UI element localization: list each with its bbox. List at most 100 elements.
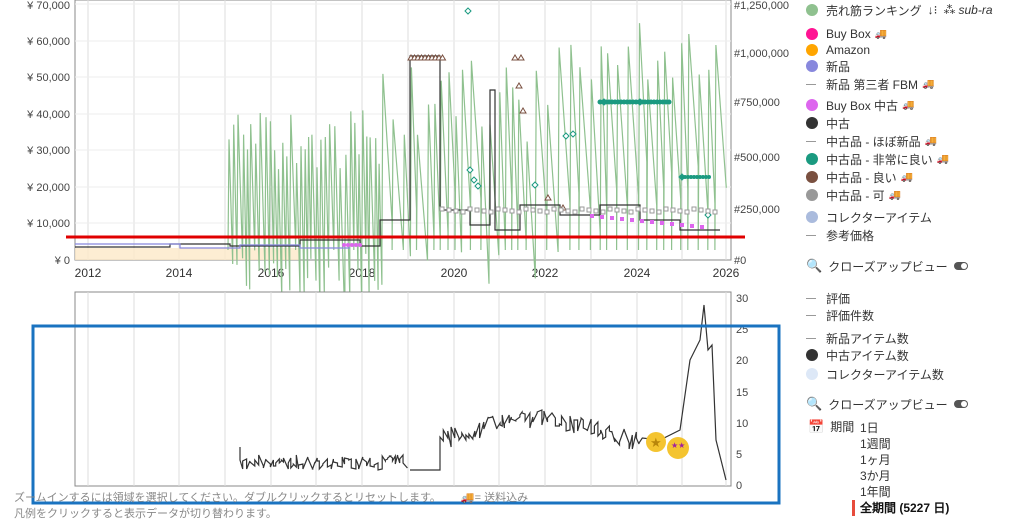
used-acceptable-marker [656, 209, 662, 215]
used-acceptable-marker [488, 209, 494, 215]
used-acceptable-marker [509, 208, 515, 214]
legend-used-very-good[interactable]: 中古品 - 非常に良い 🚚 [806, 151, 949, 167]
x-tick-2014: 2014 [166, 266, 193, 280]
legend-used-item-count[interactable]: 中古アイテム数 [806, 347, 909, 363]
used-acceptable-marker [523, 206, 529, 212]
y-tick-60000: ¥ 60,000 [26, 36, 70, 48]
used-good-label: 中古品 - 良い [826, 170, 897, 185]
used-very-good-marker [695, 175, 699, 179]
y-tick-10000: ¥ 10,000 [26, 218, 70, 230]
buy-box-used-label: Buy Box 中古 [826, 98, 899, 113]
rank-tick-500000: #500,000 [734, 152, 780, 164]
y-tick-50000: ¥ 50,000 [26, 72, 70, 84]
count-tick-5: 5 [736, 449, 742, 461]
toggle-switch-icon[interactable] [953, 262, 968, 270]
closeup-toggle-top[interactable]: 🔍 クローズアップビュー [806, 258, 968, 274]
buy-box-used-marker [650, 220, 654, 224]
used-acceptable-marker [712, 209, 718, 215]
dash-icon [806, 337, 816, 339]
zoom-hint-text: ズームインするには領域を選択してください。ダブルクリックするとリセットします。 [14, 492, 441, 504]
used-acceptable-marker [579, 206, 585, 212]
used-acceptable-marker [530, 207, 536, 213]
closeup-view-label-2: クローズアップビュー [828, 397, 948, 412]
used-good-marker [544, 194, 552, 201]
magnifier-icon: 🔍 [806, 396, 823, 411]
buy-box-used-marker [342, 243, 346, 247]
x-tick-2026: 2026 [713, 266, 740, 280]
bottom-right-axis: 30 25 20 15 10 5 0 [736, 293, 748, 492]
bottom-chart[interactable]: 30 25 20 15 10 5 0 ★ ★★ [31, 291, 781, 505]
legend-reference-price[interactable]: 参考価格 [806, 227, 874, 243]
count-tick-0: 0 [736, 480, 742, 492]
dash-icon [806, 140, 816, 142]
truck-icon: 🚚 [900, 171, 914, 183]
top-chart[interactable]: ¥ 70,000 ¥ 60,000 ¥ 50,000 ¥ 40,000 ¥ 30… [26, 0, 789, 323]
used-acceptable-marker [677, 208, 683, 214]
toggle-switch-icon[interactable] [953, 400, 968, 408]
legend-new[interactable]: 新品 [806, 58, 850, 74]
used-acceptable-marker [691, 206, 697, 212]
legend-rating-count[interactable]: 評価件数 [806, 307, 874, 323]
used-very-good-marker [474, 182, 482, 190]
legend-hint: 凡例をクリックすると表示データが切り替わります。 [14, 508, 277, 520]
sort-icon[interactable]: ↓⁝ [927, 3, 938, 17]
legend-used-good[interactable]: 中古品 - 良い 🚚 [806, 169, 913, 185]
used-acceptable-marker [635, 206, 641, 212]
used-acceptable-marker [467, 206, 473, 212]
legend-collectible[interactable]: コレクターアイテム [806, 209, 932, 225]
legend-new-3rd-fbm[interactable]: 新品 第三者 FBM 🚚 [806, 76, 934, 92]
magnifier-icon: 🔍 [806, 258, 823, 273]
used-acceptable-marker [586, 207, 592, 213]
new-3rd-fbm-label: 新品 第三者 FBM [826, 77, 918, 92]
hierarchy-icon[interactable]: ⁂ [943, 3, 956, 17]
new-dot-icon [806, 60, 818, 72]
range-1y[interactable]: 1年間 [860, 485, 891, 499]
legend-rating[interactable]: 評価 [806, 290, 850, 306]
truck-icon: 🚚 [936, 153, 950, 165]
x-tick-2012: 2012 [75, 266, 102, 280]
right-rank-axis: #1,250,000 #1,000,000 #750,000 #500,000 … [734, 0, 789, 267]
legend-sales-rank[interactable]: 売れ筋ランキング ↓⁝ ⁂ sub-ra [806, 2, 993, 18]
used-item-count-dot-icon [806, 349, 818, 361]
truck-icon: 🚚 [924, 135, 938, 147]
legend-buy-box-used[interactable]: Buy Box 中古 🚚 [806, 97, 914, 113]
used-acceptable-marker [663, 206, 669, 212]
sales-rank-label: 売れ筋ランキング [826, 3, 922, 18]
range-1d[interactable]: 1日 [860, 421, 879, 435]
used-acceptable-marker [502, 207, 508, 213]
buy-box-dot-icon [806, 28, 818, 40]
range-3m[interactable]: 3か月 [860, 469, 891, 483]
dash-icon [806, 234, 816, 236]
buy-box-used-marker [346, 243, 350, 247]
legend-used[interactable]: 中古 [806, 115, 850, 131]
buy-box-used-markers [342, 214, 704, 247]
legend-buy-box[interactable]: Buy Box 🚚 [806, 26, 887, 42]
rank-tick-750000: #750,000 [734, 97, 780, 109]
legend-used-like-new[interactable]: 中古品 - ほぼ新品 🚚 [806, 133, 937, 149]
buy-box-used-marker [600, 215, 604, 219]
x-tick-2024: 2024 [624, 266, 651, 280]
used-very-good-marker [464, 7, 472, 15]
used-good-marker [519, 107, 527, 114]
range-1m[interactable]: 1ヶ月 [860, 453, 891, 467]
legend-amazon[interactable]: Amazon [806, 42, 870, 58]
legend-new-item-count[interactable]: 新品アイテム数 [806, 330, 909, 346]
range-1w[interactable]: 1週間 [860, 437, 891, 451]
dash-icon [806, 314, 816, 316]
used-dot-icon [806, 117, 818, 129]
collectible-dot-icon [806, 211, 818, 223]
used-very-good-label: 中古品 - 非常に良い [826, 152, 933, 167]
legend-used-acceptable[interactable]: 中古品 - 可 🚚 [806, 187, 901, 203]
sub-rank-label[interactable]: sub-ra [958, 3, 993, 17]
legend-collectible-item-count[interactable]: コレクターアイテム数 [806, 366, 944, 382]
used-very-good-marker [666, 99, 672, 105]
used-acceptable-marker [628, 209, 634, 215]
closeup-toggle-bottom[interactable]: 🔍 クローズアップビュー [806, 396, 968, 412]
period-range-list: 1日 1週間 1ヶ月 3か月 1年間 全期間 (5227 日) [852, 420, 949, 516]
range-all[interactable]: 全期間 (5227 日) [852, 500, 949, 516]
calendar-icon: 📅 [808, 418, 825, 434]
buy-box-used-marker [358, 243, 362, 247]
used-acceptable-marker [705, 208, 711, 214]
price-history-charts[interactable]: ¥ 70,000 ¥ 60,000 ¥ 50,000 ¥ 40,000 ¥ 30… [0, 0, 800, 517]
used-very-good-marker [701, 175, 705, 179]
